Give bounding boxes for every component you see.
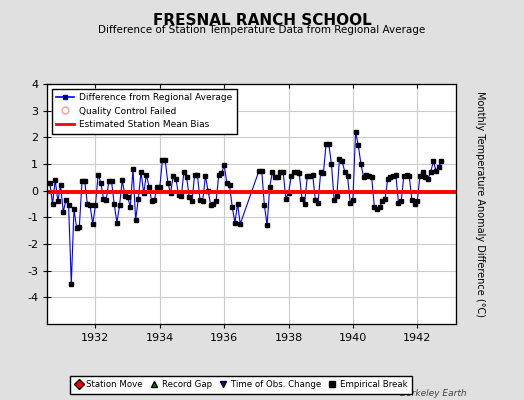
Text: Berkeley Earth: Berkeley Earth	[400, 389, 466, 398]
Text: FRESNAL RANCH SCHOOL: FRESNAL RANCH SCHOOL	[152, 13, 372, 28]
Legend: Difference from Regional Average, Quality Control Failed, Estimated Station Mean: Difference from Regional Average, Qualit…	[52, 88, 236, 134]
Y-axis label: Monthly Temperature Anomaly Difference (°C): Monthly Temperature Anomaly Difference (…	[475, 91, 485, 317]
Legend: Station Move, Record Gap, Time of Obs. Change, Empirical Break: Station Move, Record Gap, Time of Obs. C…	[70, 376, 412, 394]
Text: Difference of Station Temperature Data from Regional Average: Difference of Station Temperature Data f…	[99, 25, 425, 35]
